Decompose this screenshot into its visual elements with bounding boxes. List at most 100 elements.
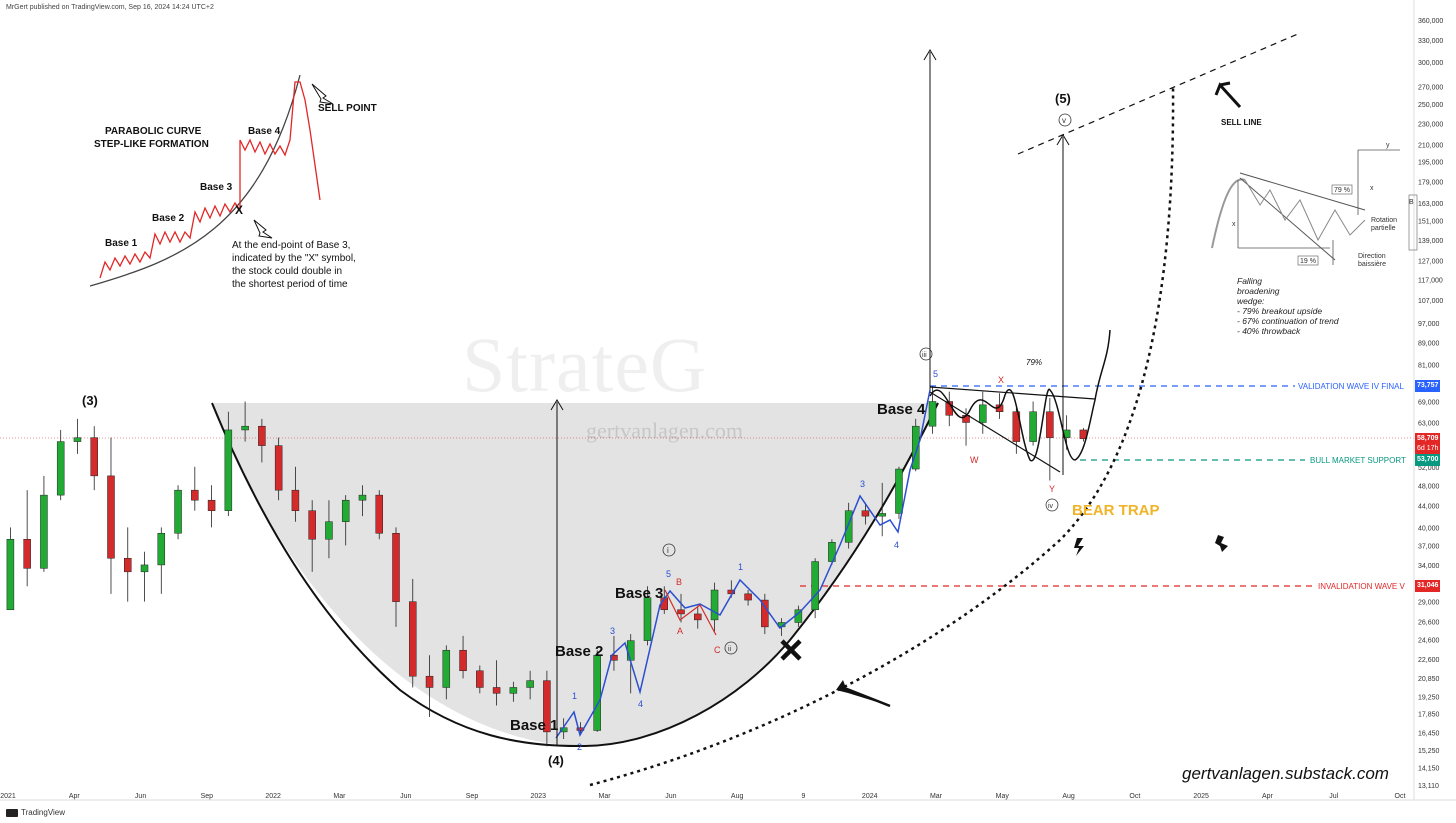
x-tick-label: May <box>996 793 1010 800</box>
candle-body <box>6 538 15 611</box>
x-tick-label: Mar <box>333 793 346 800</box>
x-tick-label: Apr <box>69 793 81 800</box>
wedge-note-line: broadening <box>1237 286 1280 296</box>
tradingview-logo-icon <box>6 808 18 817</box>
y-tick-label: 34,000 <box>1418 563 1440 570</box>
candle-body <box>157 532 166 566</box>
inset-x-mark: X <box>235 203 243 217</box>
y-tick-label: 19,250 <box>1418 694 1440 701</box>
x-tick-label: Jul <box>1329 793 1338 800</box>
candle-body <box>207 499 216 511</box>
y-tick-label: 360,000 <box>1418 18 1443 25</box>
website-label[interactable]: gertvanlagen.substack.com <box>1182 764 1389 783</box>
annotations: (3) (4) (5) Base 1 Base 2 Base 3 Base 4 … <box>82 91 1406 768</box>
y-tick-label: 97,000 <box>1418 321 1440 328</box>
y-tick-label: 151,000 <box>1418 219 1443 226</box>
red-count-A: A <box>677 626 683 636</box>
wedge-note-line: - 67% continuation of trend <box>1237 316 1339 326</box>
x-tick-label: Jun <box>665 793 676 800</box>
y-tick-label: 24,600 <box>1418 638 1440 645</box>
x-tick-label: Sep <box>466 793 479 800</box>
y-tick-label: 230,000 <box>1418 121 1443 128</box>
candle-body <box>861 510 870 517</box>
candle-body <box>878 513 886 517</box>
lightning-icon <box>1074 538 1084 556</box>
wedge-inset-x2: x <box>1370 185 1374 192</box>
candle-body <box>492 687 501 694</box>
label-base1: Base 1 <box>510 717 558 734</box>
x-tick-label: Jun <box>400 793 411 800</box>
y-tick-label: 195,000 <box>1418 160 1443 167</box>
cup-shading <box>212 403 938 746</box>
wedge-bottom <box>929 391 1061 473</box>
candle-body <box>425 675 434 688</box>
label-sell-line: SELL LINE <box>1221 118 1262 127</box>
candle-body <box>626 640 635 661</box>
blue-count-1a: 1 <box>572 691 577 701</box>
candle-body <box>358 494 367 501</box>
wedge-inset-rot-2: partielle <box>1371 225 1396 232</box>
candle-body <box>90 437 98 477</box>
x-tick-label: Aug <box>1062 793 1075 800</box>
publish-header: MrGert published on TradingView.com, Sep… <box>6 4 214 11</box>
footer-brand: TradingView <box>21 808 66 817</box>
y-tick-label: 37,000 <box>1418 543 1440 550</box>
level-label-invalidation: INVALIDATION WAVE V <box>1318 582 1405 591</box>
candle-body <box>979 404 987 423</box>
y-tick-label: 69,000 <box>1418 399 1440 406</box>
y-tick-label: 14,150 <box>1418 765 1440 772</box>
wedge-inset-b: B <box>1409 199 1414 206</box>
candle-body <box>593 654 601 731</box>
circled-labels <box>662 113 1072 655</box>
label-wave-4: (4) <box>548 753 564 768</box>
red-count-C: C <box>714 645 721 655</box>
y-tick-label: 17,850 <box>1418 712 1440 719</box>
candle-body <box>224 429 233 511</box>
wedge-inset-bottom <box>1239 177 1336 261</box>
blue-count-4a: 4 <box>638 699 643 709</box>
dotted-parabola <box>589 84 1175 787</box>
circled-iv: iv <box>1048 503 1054 510</box>
inset-price-path <box>99 81 321 279</box>
blue-count-3b: 3 <box>860 479 865 489</box>
x-tick-label: 2023 <box>530 793 546 800</box>
y-tick-label: 48,000 <box>1418 483 1440 490</box>
inset-arrow-sell <box>311 83 334 105</box>
blue-count-1b: 1 <box>738 562 743 572</box>
candle-body <box>341 499 350 522</box>
sell-line <box>1017 32 1301 155</box>
label-wave-5: (5) <box>1055 91 1071 106</box>
candle-body <box>811 561 819 611</box>
y-tick-label: 22,600 <box>1418 657 1440 664</box>
circled-v: v <box>1062 116 1066 125</box>
wave-line-blue-1 <box>555 389 931 739</box>
x-tick-label: 2021 <box>0 793 16 800</box>
candle-body <box>1012 411 1021 442</box>
x-tick-label: Oct <box>1395 793 1406 800</box>
inset-note-4: the shortest period of time <box>232 279 348 290</box>
candle-body <box>107 475 115 559</box>
y-tick-label: 163,000 <box>1418 201 1443 208</box>
inset-title-2: STEP-LIKE FORMATION <box>94 139 209 150</box>
wedge-note-line: - 79% breakout upside <box>1237 306 1323 316</box>
y-tick-label: 89,000 <box>1418 341 1440 348</box>
candle-body <box>241 425 249 431</box>
candle-body <box>191 489 199 501</box>
level-label-support: BULL MARKET SUPPORT <box>1310 456 1406 465</box>
red-count-X: X <box>998 375 1004 385</box>
wedge-inset-zigzag <box>1244 179 1366 242</box>
inset-note-3: the stock could double in <box>232 266 342 277</box>
wedge-inset-x: x <box>1232 221 1236 228</box>
price-tag-last: 58,709 <box>1415 433 1441 445</box>
wedge-note: Falling broadening wedge: - 79% breakout… <box>1237 276 1339 336</box>
candle-body <box>476 670 484 688</box>
candle-body <box>274 445 283 491</box>
wedge-note-line: wedge: <box>1237 296 1265 306</box>
wedge-inset-curve <box>1211 178 1246 249</box>
candle-body <box>308 510 316 540</box>
candle-body <box>325 521 333 540</box>
projection-arrow-1-head <box>550 399 564 411</box>
label-base4: Base 4 <box>877 401 926 418</box>
arrow-bottom-line <box>841 685 891 708</box>
